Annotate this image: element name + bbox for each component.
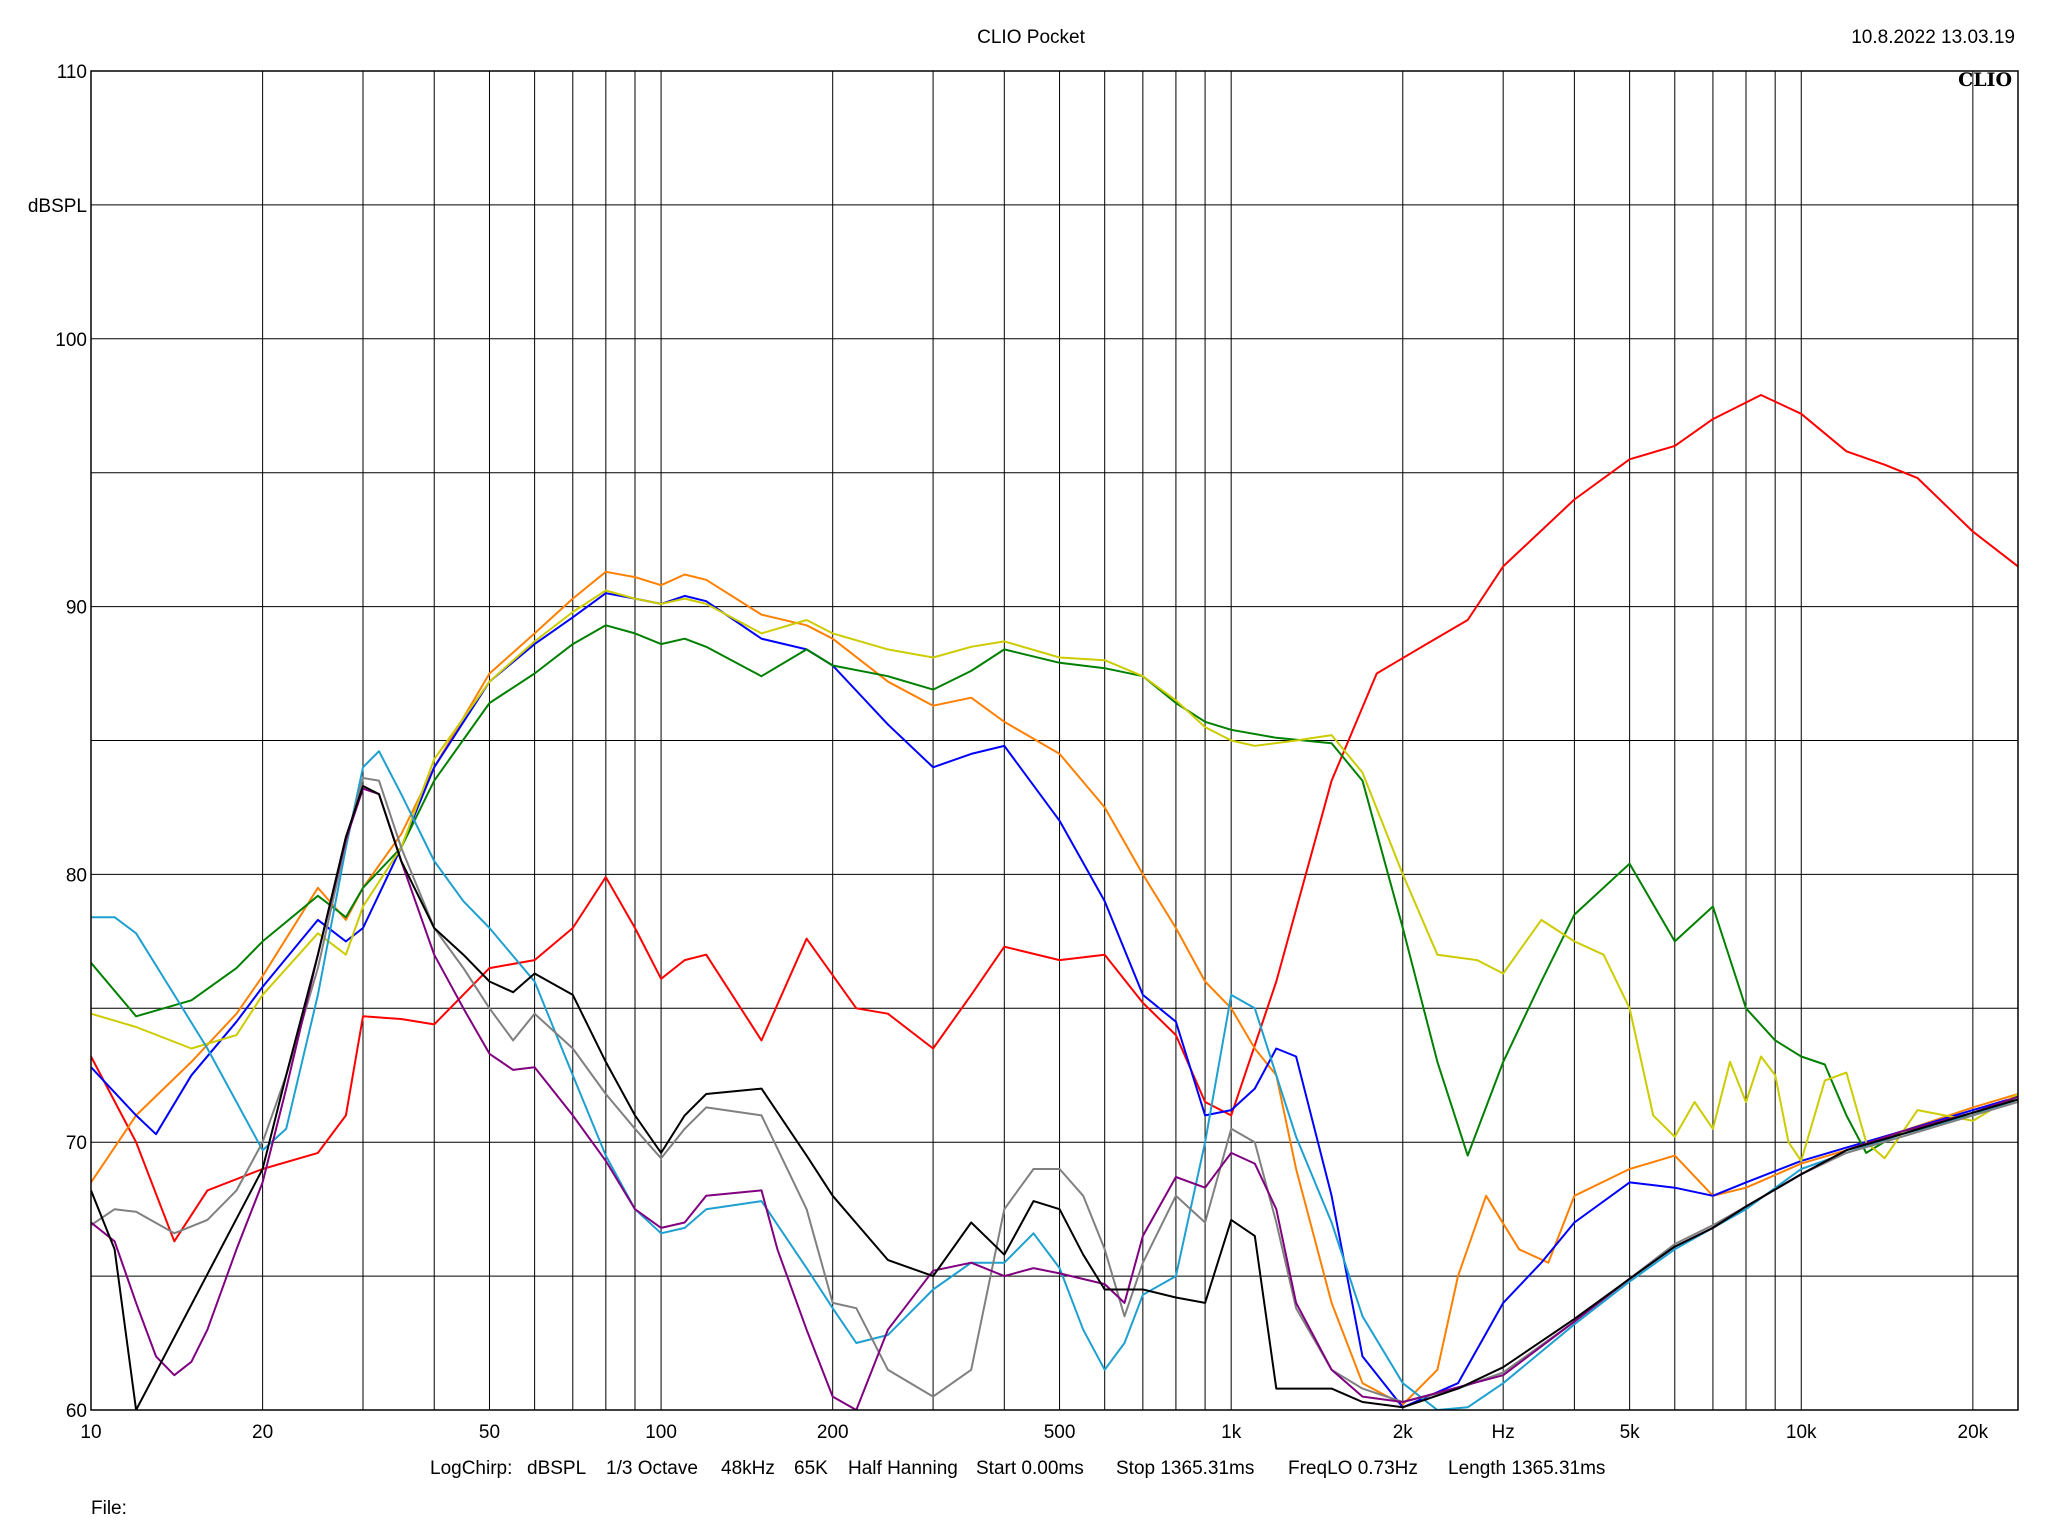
y-tick-label: 70 [66, 1133, 87, 1154]
x-tick-label: 5k [1620, 1422, 1641, 1443]
x-tick-label: 10 [80, 1422, 101, 1443]
clio-logo: CLIO [1958, 69, 2012, 91]
plot-frame [90, 70, 2019, 1411]
series-line-1 [91, 394, 2018, 1243]
param-smoothing: 1/3 Octave [606, 1458, 698, 1479]
x-tick-label: 1k [1221, 1422, 1242, 1443]
measurement-params: LogChirp: dBSPL 1/3 Octave 48kHz 65K Hal… [430, 1458, 1605, 1479]
param-window: Half Hanning [848, 1458, 958, 1479]
param-size: 65K [794, 1458, 828, 1479]
y-tick-label: 80 [66, 865, 87, 886]
param-start: Start 0.00ms [976, 1458, 1084, 1479]
y-tick-label: 110 [57, 62, 87, 83]
x-tick-label: 500 [1044, 1422, 1076, 1443]
y-tick-label: 60 [66, 1401, 87, 1422]
param-freq-lo: FreqLO 0.73Hz [1288, 1458, 1418, 1479]
tick-labels: 10 20 50 100 200 500 1k 2k Hz 5k 10k 20k 60 70 80 90 100… [28, 62, 1989, 1443]
param-units: dBSPL [527, 1458, 586, 1479]
series-layer [91, 394, 2018, 1410]
x-tick-label: Hz [1492, 1422, 1515, 1443]
series-line-5 [91, 589, 2018, 1162]
x-tick-label: 20k [1958, 1422, 1989, 1443]
param-stop: Stop 1365.31ms [1116, 1458, 1254, 1479]
param-sweep-type: LogChirp: [430, 1458, 512, 1479]
series-line-4 [91, 624, 2018, 1157]
file-label: File: [91, 1498, 127, 1519]
x-tick-label: 100 [645, 1422, 677, 1443]
y-axis-label: dBSPL [28, 196, 87, 217]
x-tick-label: 2k [1393, 1422, 1414, 1443]
y-tick-label: 90 [66, 598, 87, 619]
param-length: Length 1365.31ms [1448, 1458, 1605, 1479]
x-tick-label: 10k [1786, 1422, 1817, 1443]
timestamp: 10.8.2022 13.03.19 [1851, 27, 2015, 48]
series-line-9 [91, 785, 2018, 1410]
y-tick-label: 100 [55, 330, 87, 351]
series-line-3 [91, 592, 2018, 1409]
chart-title: CLIO Pocket [977, 27, 1085, 48]
x-tick-label: 50 [479, 1422, 500, 1443]
x-tick-label: 200 [817, 1422, 849, 1443]
x-tick-label: 20 [252, 1422, 273, 1443]
param-sample-rate: 48kHz [721, 1458, 775, 1479]
series-line-7 [91, 777, 2018, 1403]
